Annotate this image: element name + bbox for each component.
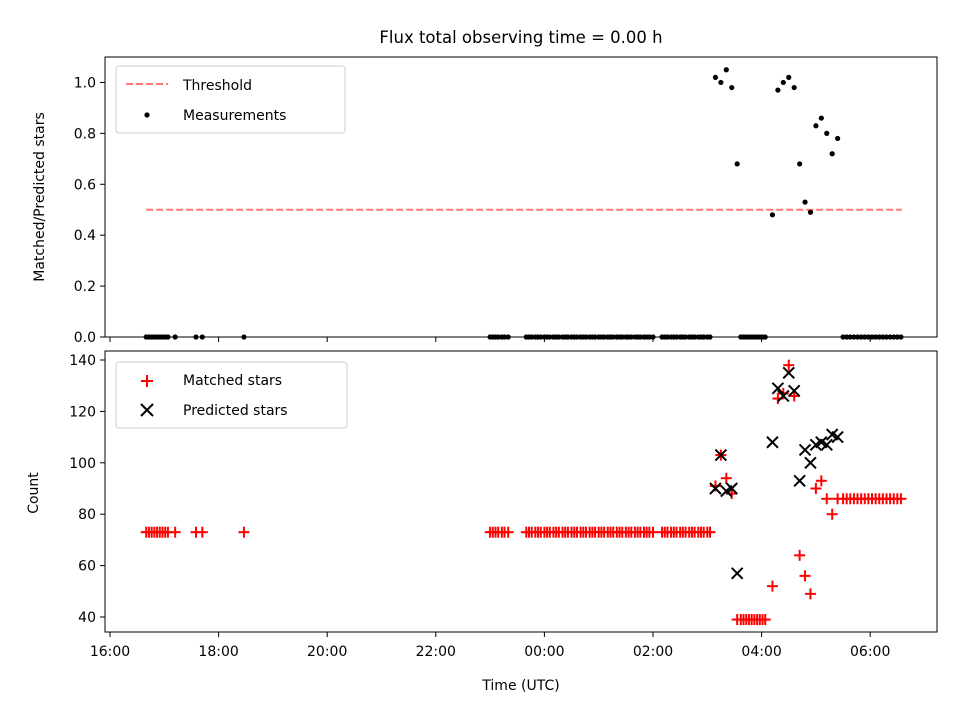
measurement-point	[802, 199, 808, 205]
bottom-y-tick-label: 140	[69, 353, 96, 369]
bottom-panel: 40 60 80 100 120 140 16:00 18:00 20:00 22:00 00:0…	[26, 350, 938, 694]
matched-star-point	[759, 614, 771, 626]
measurement-point	[835, 135, 841, 142]
top-panel: 0.0 0.2 0.4 0.6 0.8 1.0 Matched/Predicted sta…	[32, 56, 938, 346]
predicted-star-point	[725, 482, 738, 495]
matched-star-point	[788, 390, 800, 402]
matched-star-point	[169, 526, 181, 538]
measurements-legend-swatch	[144, 112, 150, 118]
matched-legend-label: Matched stars	[183, 373, 282, 389]
matched-star-point	[783, 359, 795, 371]
predicted-star-point	[787, 384, 801, 398]
x-tick-label: 04:00	[741, 644, 781, 660]
measurement-point	[797, 161, 803, 167]
matched-star-point	[502, 526, 514, 538]
predicted-star-point	[782, 366, 795, 380]
x-tick-label: 06:00	[850, 644, 890, 660]
bottom-y-tick-label: 100	[69, 456, 96, 472]
predicted-star-point	[798, 443, 812, 457]
measurement-point	[769, 212, 776, 218]
x-tick-label: 16:00	[90, 644, 130, 660]
matched-star-point	[799, 570, 811, 582]
measurement-point	[824, 130, 830, 136]
bottom-y-tick-label: 120	[69, 404, 96, 420]
top-y-tick-label: 0.8	[74, 126, 96, 142]
top-y-tick-label: 0.2	[74, 279, 96, 295]
bottom-x-ticks: 16:00 18:00 20:00 22:00 00:00 02:00 04:00 06:00	[90, 632, 890, 660]
predicted-legend-label: Predicted stars	[183, 403, 288, 419]
predicted-star-point	[777, 389, 790, 403]
measurement-point	[729, 84, 735, 91]
matched-star-point	[794, 549, 806, 561]
bottom-y-tick-label: 40	[78, 610, 96, 626]
top-x-ticks	[109, 337, 871, 342]
x-tick-label: 20:00	[307, 644, 347, 660]
measurement-point	[723, 67, 729, 73]
matched-star-point	[766, 580, 778, 592]
matched-star-point	[238, 526, 250, 538]
predicted-star-point	[771, 382, 785, 395]
matched-star-point	[815, 475, 827, 487]
measurement-point	[818, 115, 824, 121]
matched-star-point	[196, 526, 208, 538]
top-y-tick-label: 0.0	[74, 330, 96, 346]
measurement-point	[775, 87, 781, 93]
predicted-legend-swatch	[140, 403, 154, 417]
top-y-ticks: 0.0 0.2 0.4 0.6 0.8 1.0	[74, 75, 105, 346]
bottom-y-ticks: 40 60 80 100 120 140	[69, 353, 105, 626]
top-y-axis-label: Matched/Predicted stars	[32, 112, 48, 282]
measurement-point	[734, 161, 740, 167]
threshold-legend-label: Threshold	[182, 78, 252, 94]
predicted-star-point	[820, 438, 833, 452]
top-y-tick-label: 0.6	[74, 177, 96, 193]
predicted-star-point	[714, 448, 728, 462]
bottom-y-tick-label: 60	[78, 559, 96, 575]
predicted-star-point	[831, 430, 844, 444]
predicted-star-point	[730, 567, 744, 580]
measurements-legend-label: Measurements	[183, 108, 286, 124]
matched-star-point	[804, 588, 816, 600]
bottom-panel-marks	[140, 359, 907, 626]
top-y-tick-label: 1.0	[74, 75, 96, 91]
top-panel-frame	[104, 56, 938, 338]
x-tick-label: 22:00	[416, 644, 456, 660]
matched-legend-swatch	[141, 375, 153, 387]
bottom-y-axis-label: Count	[26, 472, 42, 514]
measurement-point	[813, 123, 819, 129]
x-tick-label: 18:00	[198, 644, 238, 660]
matched-star-point	[720, 472, 732, 484]
x-tick-label: 02:00	[633, 644, 673, 660]
measurement-point	[786, 74, 792, 80]
top-legend-frame	[115, 65, 346, 134]
x-axis-label: Time (UTC)	[481, 678, 559, 694]
matched-star-point	[826, 508, 838, 520]
measurement-point	[807, 209, 814, 215]
measurement-point	[791, 84, 797, 91]
matched-star-point	[895, 493, 907, 505]
predicted-star-point	[709, 482, 722, 495]
matched-star-point	[810, 483, 822, 494]
predicted-star-point	[793, 474, 806, 487]
bottom-y-tick-label: 80	[78, 507, 96, 523]
matched-star-point	[704, 526, 716, 538]
predicted-star-point	[804, 456, 817, 470]
chart-title: Flux total observing time = 0.00 h	[379, 28, 662, 47]
bottom-legend: Matched stars Predicted stars	[115, 361, 348, 429]
top-y-tick-label: 0.4	[74, 228, 96, 244]
bottom-legend-frame	[115, 361, 348, 429]
predicted-star-point	[766, 436, 779, 449]
measurement-point	[712, 74, 719, 80]
top-legend: Threshold Measurements	[115, 65, 346, 134]
measurement-point	[718, 79, 724, 86]
measurement-point	[829, 151, 835, 157]
x-tick-label: 00:00	[524, 644, 564, 660]
matched-star-point	[821, 493, 833, 505]
measurement-point	[780, 79, 786, 86]
bottom-panel-frame	[104, 350, 938, 633]
